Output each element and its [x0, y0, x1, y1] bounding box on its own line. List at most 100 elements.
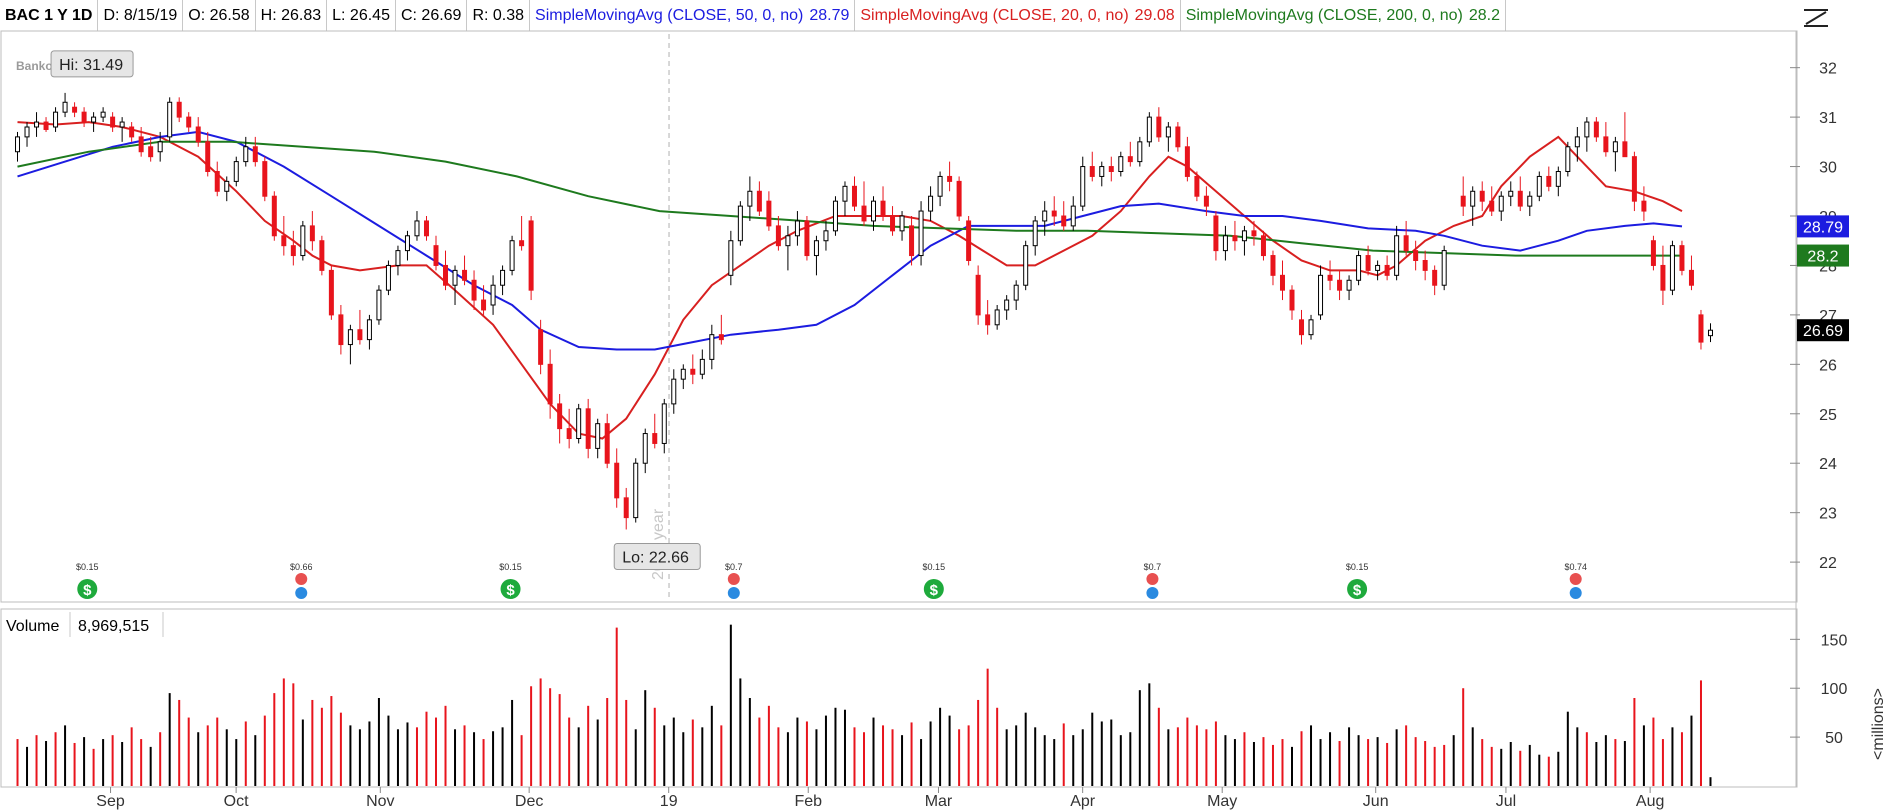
sma20-study[interactable]: SimpleMovingAvg (CLOSE, 20, 0, no) 29.08 — [855, 0, 1181, 31]
volume-bar — [530, 686, 533, 786]
volume-bar — [796, 717, 799, 786]
candle-body — [775, 225, 781, 247]
candle-body — [1232, 235, 1238, 242]
volume-bar — [1319, 739, 1322, 786]
candle-body — [956, 180, 962, 217]
candle-body — [1299, 319, 1305, 336]
candle-body — [224, 180, 230, 192]
candle-body — [1489, 200, 1495, 212]
volume-bar — [1462, 688, 1465, 786]
candle-body — [652, 433, 658, 444]
volume-bar — [558, 694, 561, 786]
volume-tick-label: 100 — [1821, 681, 1848, 698]
volume-bar — [1386, 742, 1389, 786]
volume-bar — [1024, 712, 1027, 786]
candle-body — [947, 175, 953, 182]
info-badge-icon — [295, 587, 308, 599]
month-tick-label: Jul — [1496, 793, 1516, 810]
sma200-study[interactable]: SimpleMovingAvg (CLOSE, 200, 0, no) 28.2 — [1181, 0, 1507, 31]
volume-bar — [710, 705, 713, 786]
candle-body — [34, 121, 40, 128]
candle-body — [1669, 245, 1675, 291]
month-tick-label: Feb — [794, 793, 822, 810]
volume-bar — [1110, 719, 1113, 786]
candle-body — [766, 200, 772, 227]
candle-body — [490, 284, 496, 306]
candle-body — [1432, 269, 1438, 286]
volume-bar — [1699, 680, 1702, 786]
volume-bar — [672, 717, 675, 786]
candle-body — [1631, 156, 1637, 202]
candle-body — [1565, 146, 1571, 172]
volume-bar — [1310, 725, 1313, 786]
candle-body — [91, 116, 97, 123]
volume-bar — [1053, 739, 1056, 786]
candle-body — [1356, 255, 1362, 281]
volume-bar — [587, 705, 590, 786]
date-readout: D: 8/15/19 — [98, 0, 184, 31]
volume-bar — [511, 699, 514, 786]
candle-body — [1080, 166, 1086, 207]
volume-bar — [606, 698, 609, 786]
candle-body — [1023, 245, 1029, 286]
candle-body — [937, 175, 943, 197]
month-tick-label: Nov — [366, 793, 394, 810]
candle-body — [1042, 210, 1048, 222]
volume-bar — [1614, 739, 1617, 786]
price-axis-tag-label: 28.79 — [1803, 219, 1843, 236]
candle-body — [1327, 274, 1333, 281]
volume-bar — [311, 699, 314, 786]
candle-body — [861, 205, 867, 222]
volume-bar — [244, 721, 247, 786]
candle-body — [756, 190, 762, 212]
candle-body — [851, 185, 857, 207]
volume-bar — [1281, 739, 1284, 786]
symbol-label[interactable]: BAC 1 Y 1D — [0, 0, 99, 31]
volume-bar — [834, 707, 837, 786]
candle-body — [1460, 195, 1466, 207]
candle-body — [1194, 175, 1200, 197]
drawing-tool-icon[interactable] — [1796, 0, 1836, 34]
candle-body — [1498, 195, 1504, 212]
volume-value: 8,969,515 — [78, 618, 149, 635]
volume-bar — [1709, 777, 1712, 786]
candle-body — [433, 245, 439, 266]
candle-body — [1517, 190, 1523, 207]
volume-bar — [1195, 725, 1198, 786]
volume-bar — [492, 731, 495, 786]
volume-bar — [596, 719, 599, 786]
candle-body — [1089, 166, 1095, 177]
volume-tick-label: 150 — [1821, 632, 1848, 649]
candle-body — [585, 408, 591, 449]
earnings-badge-icon — [295, 573, 308, 585]
volume-bar — [577, 727, 580, 786]
volume-bar — [1271, 744, 1274, 786]
candle-body — [1574, 136, 1580, 148]
price-axis-tag-label: 28.2 — [1807, 249, 1838, 266]
candle-body — [642, 433, 648, 464]
candle-body — [252, 146, 258, 163]
volume-bar — [1348, 727, 1351, 786]
sma50-study[interactable]: SimpleMovingAvg (CLOSE, 50, 0, no) 28.79 — [530, 0, 856, 31]
sma20-study-value: 29.08 — [1134, 7, 1175, 24]
volume-bar — [140, 739, 143, 786]
volume-bar — [1500, 748, 1503, 786]
candle-body — [823, 230, 829, 242]
candle-body — [376, 289, 382, 321]
volume-bar — [1243, 732, 1246, 786]
candle-body — [709, 334, 715, 360]
volume-bar — [1547, 756, 1550, 786]
candle-body — [832, 200, 838, 232]
volume-bar — [682, 732, 685, 786]
volume-bar — [254, 735, 257, 786]
volume-bar — [1509, 742, 1512, 786]
volume-bar — [729, 624, 732, 786]
volume-bar — [206, 725, 209, 786]
volume-bar — [1034, 727, 1037, 786]
candle-body — [1004, 299, 1010, 311]
sma200-study-label: SimpleMovingAvg (CLOSE, 200, 0, no) — [1185, 7, 1463, 24]
sma-line — [17, 130, 1683, 351]
candle-body — [53, 111, 59, 128]
volume-bar — [853, 727, 856, 786]
